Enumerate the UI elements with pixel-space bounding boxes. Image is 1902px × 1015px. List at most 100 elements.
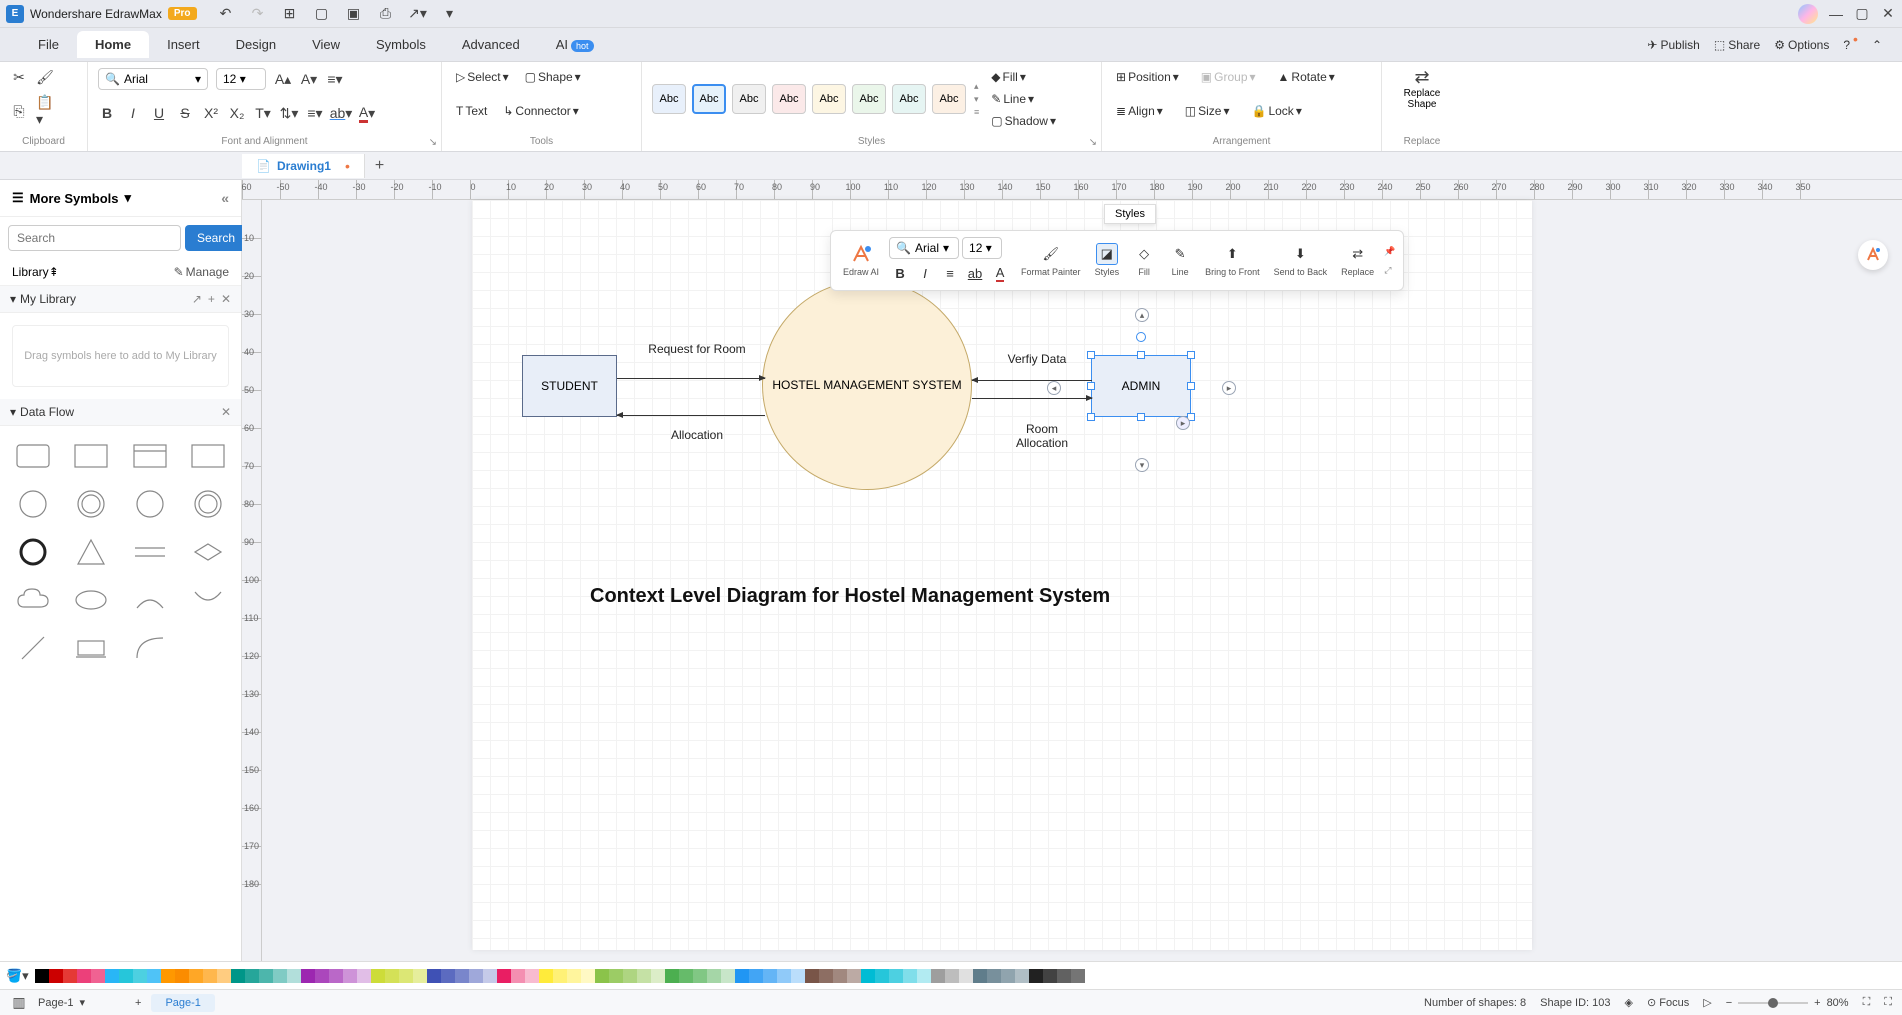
- color-swatch[interactable]: [203, 969, 217, 983]
- shape-arc-2[interactable]: [183, 580, 233, 620]
- color-swatch[interactable]: [189, 969, 203, 983]
- float-pin-icon[interactable]: 📌: [1384, 246, 1395, 257]
- zoom-in-icon[interactable]: +: [1814, 997, 1820, 1009]
- position-button[interactable]: ⊞ Position▾: [1112, 68, 1183, 86]
- shape-double-circle-2[interactable]: [183, 484, 233, 524]
- close-section-icon[interactable]: ✕: [221, 405, 231, 419]
- quick-connect-down[interactable]: ▾: [1135, 458, 1149, 472]
- window-minimize-icon[interactable]: —: [1828, 6, 1844, 22]
- open-icon[interactable]: ▢: [313, 5, 331, 23]
- font-dialog-launcher[interactable]: ↘: [429, 137, 437, 148]
- styles-up-icon[interactable]: ▴: [974, 81, 979, 92]
- data-flow-label[interactable]: Data Flow: [20, 405, 74, 419]
- color-swatch[interactable]: [511, 969, 525, 983]
- shape-double-circle[interactable]: [66, 484, 116, 524]
- align-icon[interactable]: ≡▾: [326, 70, 344, 88]
- color-swatch[interactable]: [903, 969, 917, 983]
- color-swatch[interactable]: [609, 969, 623, 983]
- fullscreen-icon[interactable]: ⛶: [1884, 996, 1892, 1009]
- shape-circle[interactable]: [8, 484, 58, 524]
- pages-icon[interactable]: ▥: [10, 994, 28, 1012]
- style-swatch-6[interactable]: Abc: [852, 84, 886, 114]
- float-bring-front-icon[interactable]: ⬆: [1221, 243, 1243, 265]
- export-lib-icon[interactable]: ↗: [192, 292, 202, 306]
- shape-cloud[interactable]: [8, 580, 58, 620]
- arrow-allocation[interactable]: [617, 415, 765, 416]
- color-swatch[interactable]: [133, 969, 147, 983]
- collapse-panel-icon[interactable]: «: [221, 190, 229, 206]
- shape-ellipse[interactable]: [66, 580, 116, 620]
- color-swatch[interactable]: [301, 969, 315, 983]
- underline-icon[interactable]: U: [150, 104, 168, 122]
- arrow-request[interactable]: [617, 378, 765, 379]
- color-swatch[interactable]: [553, 969, 567, 983]
- color-swatch[interactable]: [329, 969, 343, 983]
- color-swatch[interactable]: [35, 969, 49, 983]
- color-swatch[interactable]: [175, 969, 189, 983]
- canvas[interactable]: HOSTEL MANAGEMENT SYSTEM STUDENT ADMIN: [262, 200, 1902, 961]
- style-swatch-5[interactable]: Abc: [812, 84, 846, 114]
- paint-bucket-icon[interactable]: 🪣▾: [6, 968, 29, 984]
- style-swatch-4[interactable]: Abc: [772, 84, 806, 114]
- color-swatch[interactable]: [707, 969, 721, 983]
- menu-ai[interactable]: AIhot: [538, 31, 612, 58]
- document-tab[interactable]: 📄 Drawing1 •: [242, 154, 365, 178]
- line-spacing-icon[interactable]: ⇅▾: [280, 104, 298, 122]
- color-swatch[interactable]: [931, 969, 945, 983]
- new-icon[interactable]: ⊞: [281, 5, 299, 23]
- layers-icon[interactable]: ◈: [1625, 996, 1633, 1009]
- color-swatch[interactable]: [1029, 969, 1043, 983]
- color-swatch[interactable]: [343, 969, 357, 983]
- color-swatch[interactable]: [413, 969, 427, 983]
- paste-icon[interactable]: 📋▾: [36, 102, 54, 120]
- page-selector[interactable]: Page-1 ▾: [38, 996, 85, 1009]
- manage-button[interactable]: ✎ Manage: [174, 265, 229, 279]
- bullets-icon[interactable]: ≡▾: [306, 104, 324, 122]
- shape-arc[interactable]: [125, 580, 175, 620]
- fill-button[interactable]: ◆ Fill▾: [987, 68, 1060, 86]
- rotate-button[interactable]: ▲ Rotate▾: [1274, 68, 1339, 86]
- dropzone[interactable]: Drag symbols here to add to My Library: [12, 325, 229, 387]
- fit-page-icon[interactable]: ⛶: [1863, 996, 1871, 1009]
- style-swatch-3[interactable]: Abc: [732, 84, 766, 114]
- color-swatch[interactable]: [119, 969, 133, 983]
- publish-button[interactable]: ✈ Publish: [1647, 38, 1699, 52]
- library-label[interactable]: Library: [12, 265, 49, 279]
- qat-more-icon[interactable]: ▾: [441, 5, 459, 23]
- window-close-icon[interactable]: ✕: [1880, 5, 1896, 22]
- line-button[interactable]: ✎ Line▾: [987, 90, 1060, 108]
- color-swatch[interactable]: [1057, 969, 1071, 983]
- add-page-icon[interactable]: +: [135, 997, 141, 1009]
- color-swatch[interactable]: [791, 969, 805, 983]
- menu-symbols[interactable]: Symbols: [358, 31, 444, 58]
- lock-button[interactable]: 🔒 Lock▾: [1248, 102, 1306, 120]
- shape-button[interactable]: ▢ Shape▾: [521, 68, 585, 86]
- color-swatch[interactable]: [91, 969, 105, 983]
- zoom-out-icon[interactable]: −: [1726, 997, 1732, 1009]
- select-button[interactable]: ▷ Select▾: [452, 68, 513, 86]
- color-swatch[interactable]: [105, 969, 119, 983]
- italic-icon[interactable]: I: [124, 104, 142, 122]
- student-node[interactable]: STUDENT: [522, 355, 617, 417]
- my-library-label[interactable]: My Library: [20, 292, 76, 306]
- shadow-button[interactable]: ▢ Shadow▾: [987, 112, 1060, 130]
- share-button[interactable]: ⬚ Share: [1714, 38, 1760, 52]
- strike-icon[interactable]: S: [176, 104, 194, 122]
- color-swatch[interactable]: [651, 969, 665, 983]
- color-swatch[interactable]: [77, 969, 91, 983]
- options-button[interactable]: ⚙ Options: [1774, 38, 1829, 52]
- help-icon[interactable]: ?•: [1843, 37, 1858, 53]
- float-bold-icon[interactable]: B: [889, 262, 911, 284]
- float-font-select[interactable]: 🔍 Arial ▾: [889, 237, 959, 259]
- color-swatch[interactable]: [357, 969, 371, 983]
- color-swatch[interactable]: [637, 969, 651, 983]
- text-button[interactable]: T Text: [452, 102, 491, 120]
- color-swatch[interactable]: [469, 969, 483, 983]
- search-button[interactable]: Search: [185, 225, 247, 251]
- color-swatch[interactable]: [385, 969, 399, 983]
- color-swatch[interactable]: [567, 969, 581, 983]
- format-painter-icon[interactable]: 🖌: [36, 68, 54, 86]
- color-swatch[interactable]: [959, 969, 973, 983]
- diagram-title[interactable]: Context Level Diagram for Hostel Managem…: [590, 585, 1110, 608]
- page-tab[interactable]: Page-1: [151, 994, 214, 1012]
